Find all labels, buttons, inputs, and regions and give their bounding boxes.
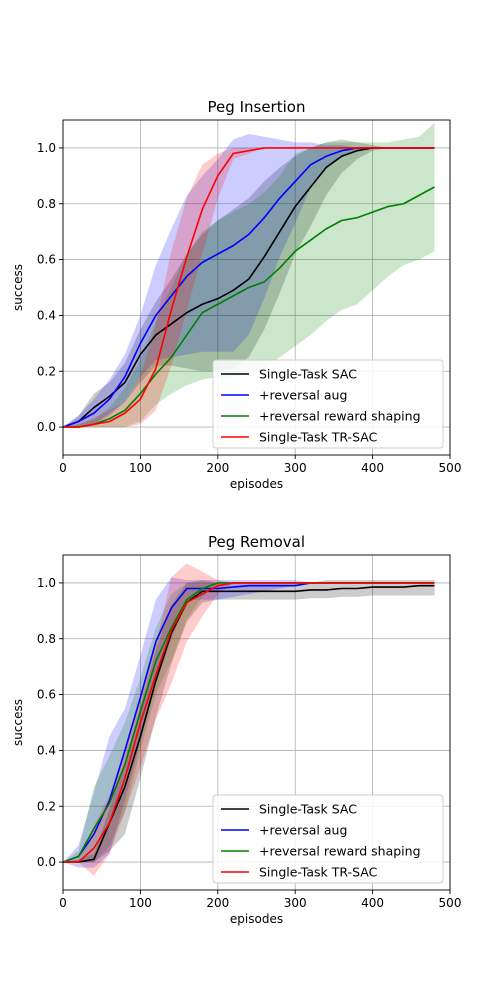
y-tick-label: 0.8 [37, 632, 56, 646]
series-line-3 [63, 186, 435, 428]
legend-label-1: Single-Task SAC [259, 367, 357, 382]
y-tick-label: 0.4 [37, 743, 56, 757]
series-band-3 [63, 122, 435, 428]
legend-label-4: Single-Task TR-SAC [259, 865, 378, 880]
series-line-4 [63, 147, 435, 428]
x-axis-label: episodes [230, 912, 283, 926]
x-tick-label: 300 [284, 896, 307, 910]
x-tick-label: 500 [439, 896, 462, 910]
y-tick-label: 0.6 [37, 253, 56, 267]
x-tick-label: 0 [59, 896, 67, 910]
chart-title: Peg Insertion [208, 98, 306, 116]
y-tick-label: 0.0 [37, 420, 56, 434]
y-tick-label: 1.0 [37, 141, 56, 155]
x-axis-label: episodes [230, 477, 283, 491]
chart-panel-2: 0 100 200 300 400 500 0.0 0.2 0.4 0.6 0.8 1.0 Peg Re… [11, 533, 461, 926]
legend: Single-Task SAC +reversal aug +reversal re… [212, 359, 444, 449]
x-tick-label: 400 [361, 461, 384, 475]
chart-panel-1: 0 100 200 300 400 500 0.0 0.2 0.4 0.6 0.8 1.0 Peg In… [11, 98, 461, 491]
legend-label-2: +reversal aug [259, 388, 347, 403]
series-band-2 [63, 577, 435, 868]
y-tick-label: 0.2 [37, 799, 56, 813]
series-line-1 [63, 584, 435, 863]
x-tick-label: 0 [59, 461, 67, 475]
legend: Single-Task SAC +reversal aug +reversal re… [212, 794, 444, 884]
axes-frame [62, 554, 451, 891]
x-tick-label: 300 [284, 461, 307, 475]
legend-box [212, 359, 444, 449]
y-tick-label: 0.6 [37, 688, 56, 702]
x-tick-label: 500 [439, 461, 462, 475]
series-band-2 [63, 133, 435, 428]
x-tick-label: 400 [361, 896, 384, 910]
y-axis-label: success [11, 264, 25, 311]
legend-label-3: +reversal reward shaping [259, 844, 421, 859]
x-tick-label: 100 [129, 896, 152, 910]
x-tick-label: 100 [129, 461, 152, 475]
legend-label-2: +reversal aug [259, 823, 347, 838]
y-tick-label: 1.0 [37, 576, 56, 590]
legend-label-1: Single-Task SAC [259, 802, 357, 817]
series-band-1 [63, 139, 435, 428]
series-band-3 [63, 582, 435, 863]
axes-frame [62, 119, 451, 456]
y-tick-label: 0.8 [37, 197, 56, 211]
x-tick-label: 200 [206, 896, 229, 910]
legend-label-4: Single-Task TR-SAC [259, 430, 378, 445]
y-tick-label: 0.2 [37, 364, 56, 378]
legend-box [212, 794, 444, 884]
series-band-4 [63, 147, 435, 428]
y-tick-label: 0.4 [37, 308, 56, 322]
chart-title: Peg Removal [208, 533, 305, 551]
legend-label-3: +reversal reward shaping [259, 409, 421, 424]
x-tick-label: 200 [206, 461, 229, 475]
y-axis-label: success [11, 699, 25, 746]
series-line-4 [63, 582, 435, 863]
y-tick-label: 0.0 [37, 855, 56, 869]
series-band-1 [63, 580, 435, 863]
